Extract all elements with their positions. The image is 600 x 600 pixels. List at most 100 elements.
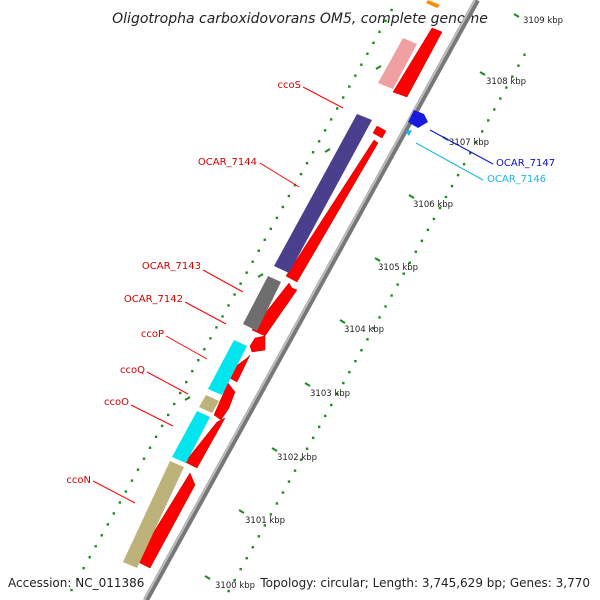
track-dot <box>348 370 351 374</box>
scale-label: 3104 kbp <box>344 325 384 335</box>
feature-box-ccoN <box>123 461 184 568</box>
track-dot <box>330 403 333 407</box>
track-dot <box>257 535 260 538</box>
track-dot <box>396 283 399 286</box>
track-dot <box>487 119 490 122</box>
track-dot <box>166 413 170 417</box>
track-dot <box>317 425 321 429</box>
track-dot <box>384 19 387 23</box>
track-dot <box>372 327 375 330</box>
gene-labels: ccoS OCAR_7144 OCAR_7143 OCAR_7142 ccoP … <box>66 80 555 486</box>
track-dot <box>366 52 369 55</box>
track-dot <box>378 316 381 319</box>
track-dot <box>505 86 508 89</box>
track-dot <box>299 172 303 176</box>
track-dot <box>420 239 424 243</box>
track-dot <box>269 513 273 516</box>
track-dot <box>456 173 460 177</box>
track-dot <box>94 545 97 548</box>
map-title: Oligotropha carboxidovorans OM5, complet… <box>112 11 488 27</box>
track-dot <box>227 304 230 307</box>
track-dot <box>160 424 164 428</box>
track-dot <box>474 141 478 144</box>
track-dot <box>366 338 369 341</box>
track-dot <box>287 480 291 483</box>
scale-label: 3103 kbp <box>310 389 350 399</box>
track-dot <box>257 249 260 252</box>
track-dot <box>462 162 466 166</box>
track-dot <box>468 152 472 155</box>
cds-arrow <box>213 382 236 421</box>
track-dot <box>191 369 194 373</box>
track-dot <box>360 63 363 66</box>
track-dot <box>245 271 248 274</box>
feature-box-ocar7143 <box>243 276 281 331</box>
feature-box-ocar7147 <box>408 110 428 128</box>
gene-label-ocar7144: OCAR_7144 <box>198 157 257 168</box>
scale-labels: 3109 kbp 3108 kbp 3107 kbp 3106 kbp 3105… <box>215 16 563 591</box>
track-dot <box>480 130 484 133</box>
track-dot <box>426 228 430 232</box>
feature-box-ccoO <box>172 411 210 463</box>
track-dot <box>281 205 285 209</box>
track-dot <box>209 337 212 340</box>
track-dot <box>88 556 91 559</box>
feature-box-orange <box>426 0 440 8</box>
track-dot <box>185 380 188 384</box>
scale-label: 3108 kbp <box>486 77 526 87</box>
feature-track <box>123 0 440 568</box>
track-dot <box>311 151 315 154</box>
track-dot <box>438 206 442 210</box>
track-dot <box>354 74 357 77</box>
track-dot <box>251 546 254 549</box>
track-dot <box>342 96 345 99</box>
track-dot <box>444 195 448 199</box>
track-dot <box>112 512 116 515</box>
track-dot <box>251 260 254 263</box>
track-dot <box>124 490 128 493</box>
feature-box-ccoP <box>208 340 247 395</box>
track-dot <box>348 85 351 88</box>
cds-arrow <box>285 139 379 283</box>
track-dot <box>287 194 291 198</box>
track-dot <box>239 282 242 285</box>
gene-label-ocar7147: OCAR_7147 <box>496 158 555 169</box>
track-dot <box>336 107 339 110</box>
feature-box-ccoQ <box>199 395 219 413</box>
gene-label-ccoQ: ccoQ <box>120 365 145 376</box>
scale-label: 3105 kbp <box>378 263 418 273</box>
track-dot <box>269 227 272 231</box>
cds-arrow <box>184 417 226 469</box>
feature-box-ccoS-gene <box>274 114 372 273</box>
track-dot <box>317 140 321 143</box>
track-dot <box>372 41 375 45</box>
track-dot <box>432 217 436 221</box>
track-dot <box>197 359 200 362</box>
track-dot <box>378 30 381 34</box>
scale-label: 3107 kbp <box>449 138 489 148</box>
gene-label-ccoP: ccoP <box>141 329 164 340</box>
track-dot <box>245 557 248 560</box>
scale-label: 3106 kbp <box>413 200 453 210</box>
track-dot <box>76 577 79 581</box>
track-dot <box>305 161 309 165</box>
track-dot <box>227 589 230 593</box>
track-dot <box>390 294 393 297</box>
cds-arrow <box>135 472 196 569</box>
track-dot <box>493 108 496 111</box>
gene-label-ocar7146: OCAR_7146 <box>487 174 546 185</box>
track-dot <box>499 97 502 100</box>
backbone <box>143 0 480 600</box>
track-dot <box>154 435 158 439</box>
track-dot <box>311 436 315 440</box>
gene-label-ccoN: ccoN <box>66 475 91 486</box>
cds-arrow <box>392 27 443 98</box>
scale-label: 3101 kbp <box>245 516 285 526</box>
track-dot <box>323 129 327 132</box>
track-dot <box>233 578 236 582</box>
track-dot <box>82 566 85 570</box>
track-dot <box>342 381 345 385</box>
accession-text: Accession: NC_011386 <box>8 576 144 590</box>
track-dot <box>402 272 405 275</box>
